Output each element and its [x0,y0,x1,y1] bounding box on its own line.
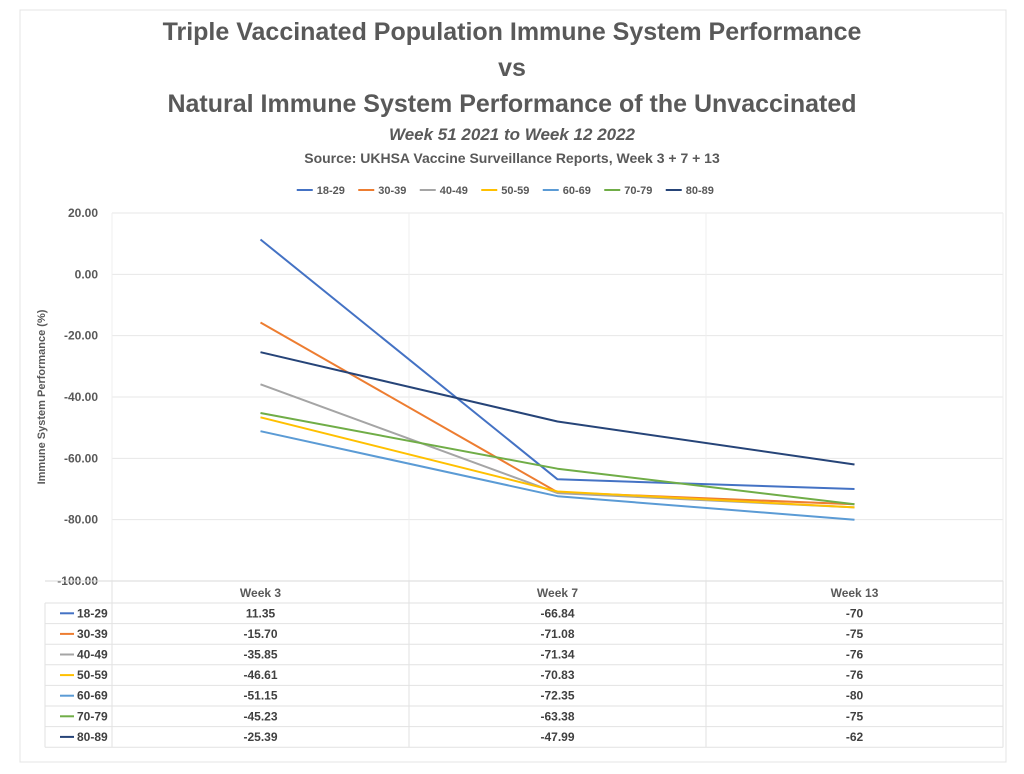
table-row-label-40-49: 40-49 [77,648,108,662]
legend-label-50-59: 50-59 [501,185,529,197]
y-tick-label: -60.00 [64,451,98,465]
data-label-40-49: -71.34 [540,648,574,662]
table-row-label-60-69: 60-69 [77,689,108,703]
data-label-70-79: -75 [846,709,864,723]
chart-title-line-2: vs [498,54,526,82]
series-line-30-39 [260,321,855,506]
chart-border [19,9,1007,763]
data-label-60-69: -51.15 [243,689,277,703]
table-row-label-80-89: 80-89 [77,730,108,744]
series-line-80-89 [260,351,855,466]
y-tick-label: -80.00 [64,513,98,527]
legend-label-18-29: 18-29 [317,185,345,197]
x-category-label: Week 7 [537,586,578,600]
data-label-50-59: -76 [846,668,864,682]
data-label-70-79: -63.38 [540,709,574,723]
data-label-30-39: -71.08 [540,627,574,641]
data-label-60-69: -80 [846,689,864,703]
x-category-label: Week 13 [831,586,879,600]
data-label-80-89: -47.99 [540,730,574,744]
y-tick-label: -40.00 [64,390,98,404]
title-block: Triple Vaccinated Population Immune Syst… [0,14,1024,168]
data-label-40-49: -76 [846,648,864,662]
legend-label-40-49: 40-49 [440,185,468,197]
data-label-80-89: -25.39 [243,730,277,744]
data-label-70-79: -45.23 [243,709,277,723]
data-label-30-39: -15.70 [243,627,277,641]
data-label-80-89: -62 [846,730,864,744]
data-label-50-59: -46.61 [243,668,277,682]
table-row-label-30-39: 30-39 [77,627,108,641]
data-label-50-59: -70.83 [540,668,574,682]
data-label-30-39: -75 [846,627,864,641]
series-line-60-69 [260,430,855,521]
series-line-40-49 [260,383,855,509]
data-label-18-29: 11.35 [246,606,276,620]
y-tick-label: 20.00 [68,206,98,220]
table-row-label-50-59: 50-59 [77,668,108,682]
legend-label-30-39: 30-39 [378,185,406,197]
y-tick-label: 0.00 [75,267,99,281]
data-label-60-69: -72.35 [540,689,574,703]
data-label-18-29: -66.84 [540,606,574,620]
chart-source: Source: UKHSA Vaccine Surveillance Repor… [304,150,720,166]
y-tick-label: -20.00 [64,329,98,343]
legend-label-80-89: 80-89 [686,185,714,197]
chart-title-line-3: Natural Immune System Performance of the… [167,90,857,118]
chart-title-line-1: Triple Vaccinated Population Immune Syst… [162,18,862,46]
legend-label-60-69: 60-69 [563,185,591,197]
chart-subtitle: Week 51 2021 to Week 12 2022 [388,125,636,144]
y-axis-label: Immune System Performance (%) [36,309,48,484]
table-row-label-70-79: 70-79 [77,709,108,723]
data-label-40-49: -35.85 [243,648,277,662]
x-category-label: Week 3 [240,586,281,600]
legend-label-70-79: 70-79 [624,185,652,197]
table-row-label-18-29: 18-29 [77,606,108,620]
data-label-18-29: -70 [846,606,864,620]
